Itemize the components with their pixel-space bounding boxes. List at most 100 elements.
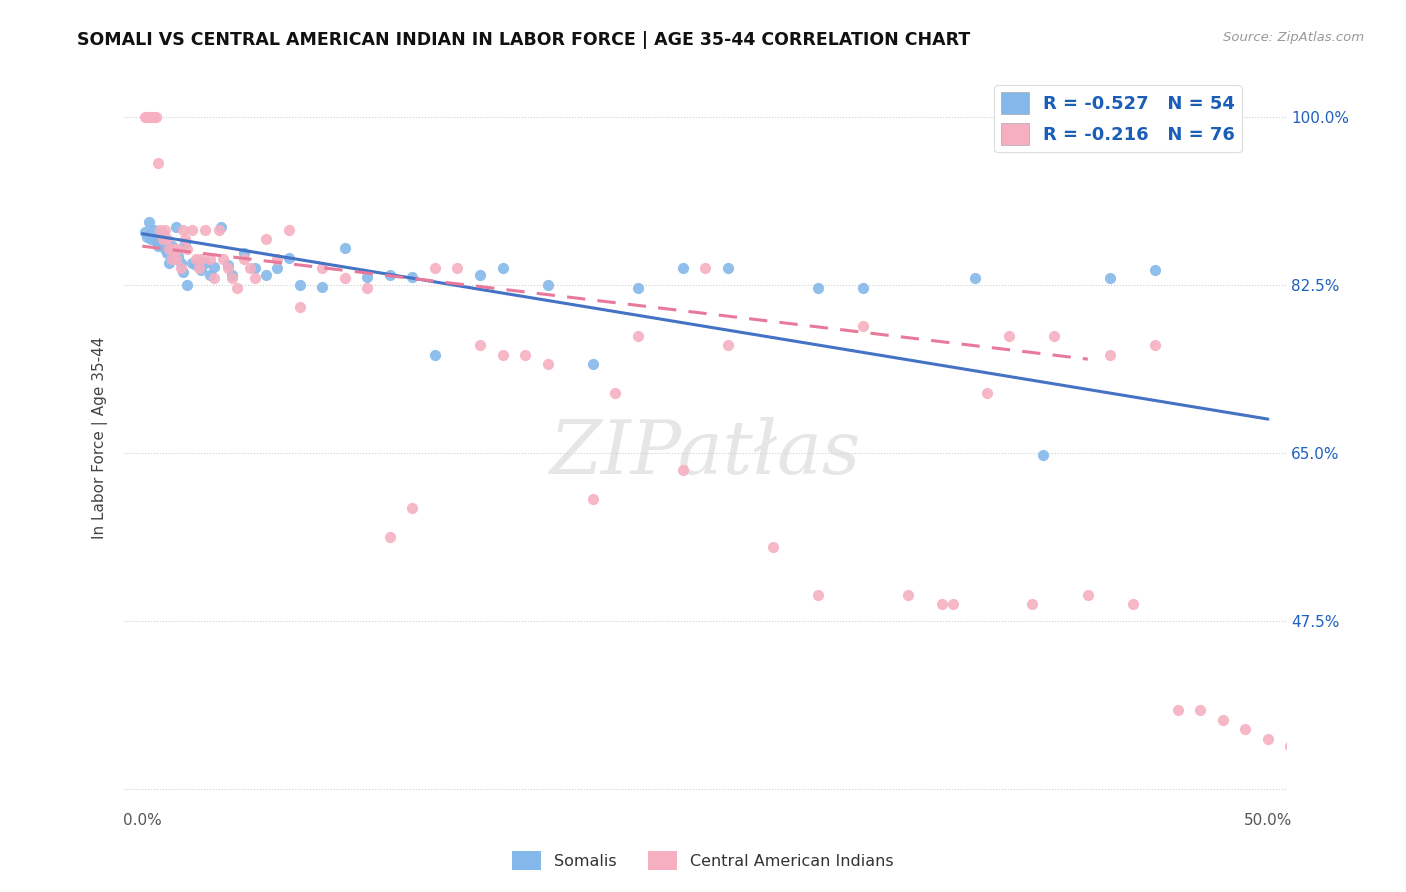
Point — [965, 271, 987, 285]
Point — [160, 239, 183, 253]
Point — [153, 223, 176, 237]
Legend: R = -0.527   N = 54, R = -0.216   N = 76: R = -0.527 N = 54, R = -0.216 N = 76 — [994, 85, 1241, 153]
Point — [513, 348, 536, 362]
Point — [897, 588, 920, 602]
Point — [186, 259, 208, 273]
Point — [1099, 271, 1122, 285]
Point — [1144, 263, 1167, 277]
Point — [672, 463, 695, 477]
Point — [165, 252, 187, 266]
Point — [187, 261, 209, 276]
Point — [167, 242, 190, 256]
Point — [807, 588, 830, 602]
Point — [1212, 713, 1234, 727]
Point — [142, 223, 165, 237]
Point — [208, 223, 231, 237]
Point — [172, 223, 194, 237]
Point — [356, 280, 378, 294]
Point — [672, 261, 695, 276]
Point — [180, 223, 202, 237]
Point — [146, 155, 169, 169]
Point — [202, 271, 225, 285]
Point — [603, 386, 626, 401]
Point — [186, 252, 208, 266]
Point — [180, 255, 202, 269]
Point — [446, 261, 468, 276]
Point — [146, 239, 169, 253]
Point — [491, 261, 513, 276]
Point — [311, 279, 333, 293]
Point — [141, 232, 163, 246]
Point — [401, 269, 423, 284]
Point — [165, 219, 187, 234]
Point — [468, 268, 491, 282]
Point — [145, 235, 167, 249]
Point — [536, 357, 558, 371]
Point — [1144, 338, 1167, 352]
Point — [311, 261, 333, 276]
Point — [1257, 731, 1279, 746]
Point — [401, 501, 423, 516]
Point — [217, 261, 239, 276]
Point — [998, 328, 1021, 343]
Point — [762, 540, 785, 554]
Point — [1043, 328, 1066, 343]
Point — [277, 223, 299, 237]
Point — [145, 110, 167, 124]
Point — [1032, 448, 1054, 462]
Point — [1099, 348, 1122, 362]
Point — [176, 242, 198, 256]
Point — [169, 255, 191, 269]
Point — [160, 252, 183, 266]
Y-axis label: In Labor Force | Age 35-44: In Labor Force | Age 35-44 — [93, 337, 108, 540]
Point — [536, 277, 558, 292]
Point — [156, 246, 179, 260]
Point — [198, 252, 221, 266]
Point — [807, 280, 830, 294]
Point — [254, 268, 277, 282]
Point — [157, 242, 180, 256]
Point — [976, 386, 998, 401]
Point — [1234, 723, 1257, 737]
Point — [277, 251, 299, 265]
Point — [243, 271, 266, 285]
Legend: Somalis, Central American Indians: Somalis, Central American Indians — [506, 845, 900, 877]
Point — [174, 232, 197, 246]
Point — [169, 261, 191, 276]
Point — [717, 261, 740, 276]
Point — [423, 261, 446, 276]
Point — [156, 232, 179, 246]
Point — [581, 357, 603, 371]
Point — [134, 110, 156, 124]
Point — [202, 260, 225, 275]
Point — [217, 259, 239, 273]
Point — [157, 255, 180, 269]
Point — [852, 318, 875, 333]
Point — [333, 241, 356, 255]
Point — [333, 271, 356, 285]
Point — [163, 249, 186, 263]
Point — [1189, 703, 1212, 717]
Point — [176, 277, 198, 292]
Point — [141, 110, 163, 124]
Point — [378, 530, 401, 544]
Point — [626, 328, 648, 343]
Point — [152, 232, 174, 246]
Point — [378, 268, 401, 282]
Point — [581, 491, 603, 506]
Point — [172, 265, 194, 279]
Point — [239, 261, 262, 276]
Point — [163, 242, 186, 256]
Point — [138, 110, 160, 124]
Point — [254, 232, 277, 246]
Point — [149, 223, 172, 237]
Point — [1122, 598, 1144, 612]
Point — [152, 227, 174, 241]
Point — [1021, 598, 1043, 612]
Point — [194, 255, 217, 269]
Point — [931, 598, 953, 612]
Point — [174, 236, 197, 251]
Point — [225, 280, 247, 294]
Point — [695, 261, 717, 276]
Point — [852, 280, 875, 294]
